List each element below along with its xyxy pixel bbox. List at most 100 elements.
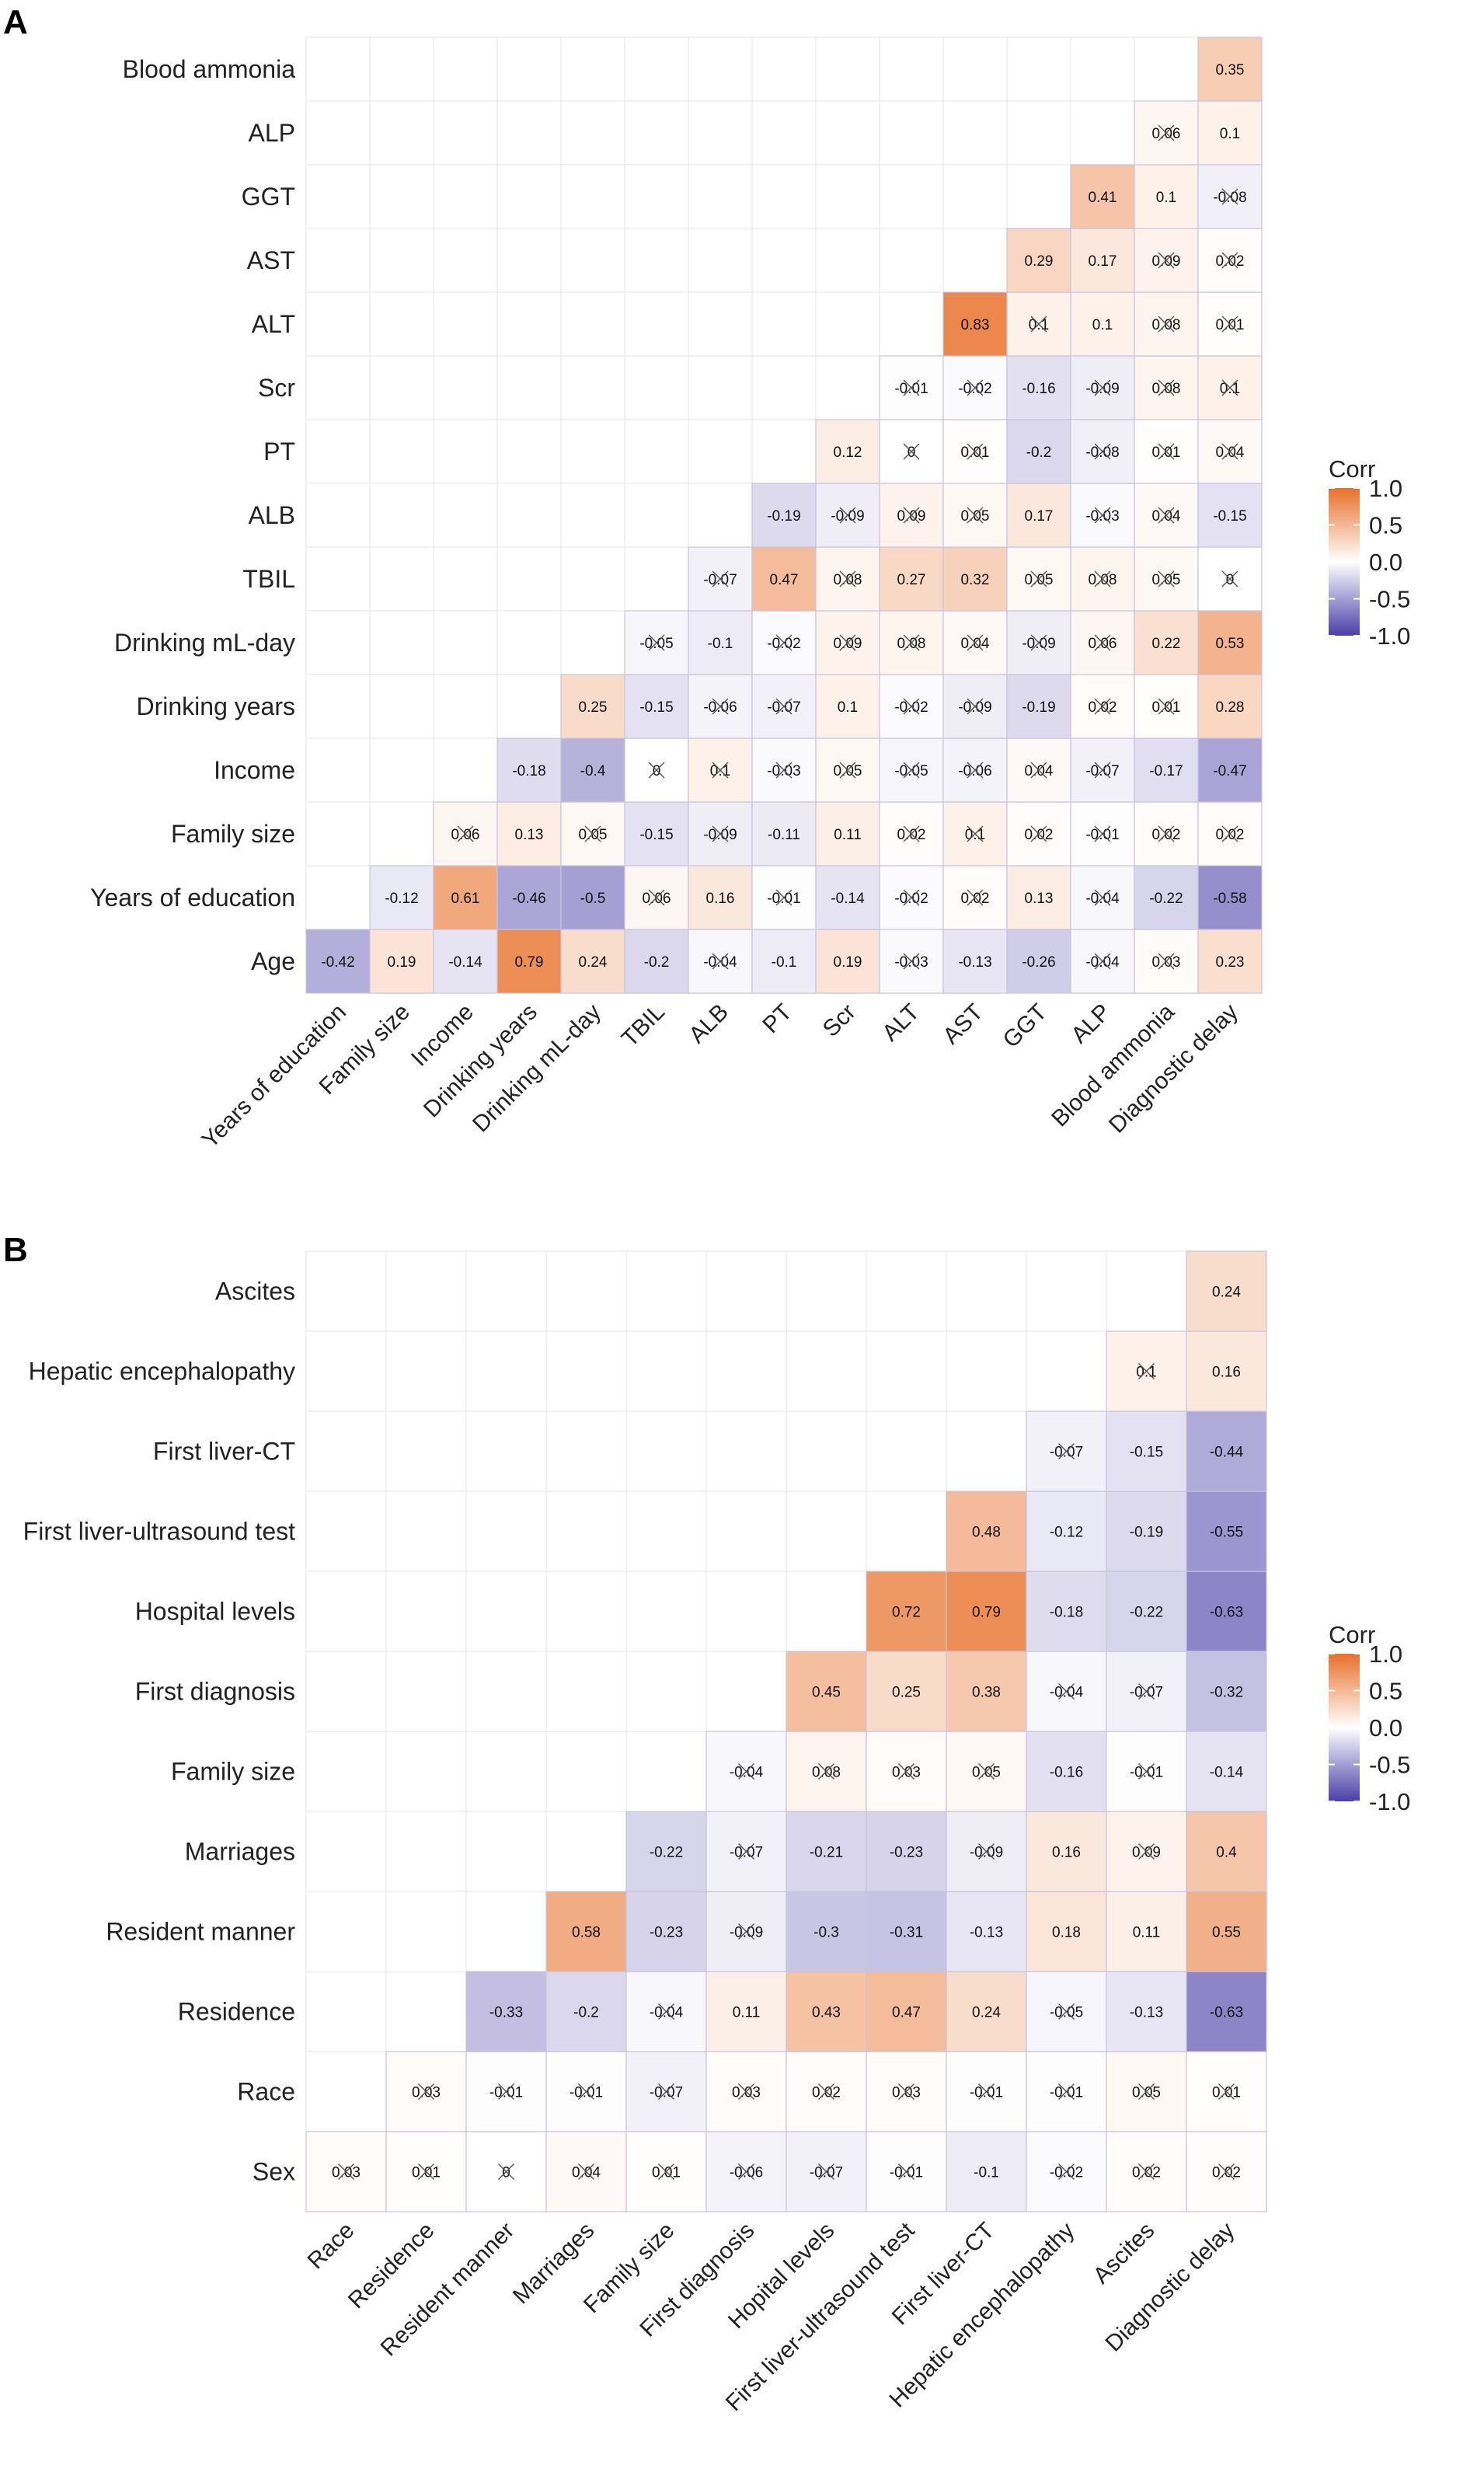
row-label-sex: Sex bbox=[253, 2158, 295, 2186]
nonsignificant-cross-stroke bbox=[818, 1763, 834, 1780]
heatmap-cell: -0.26 bbox=[1006, 929, 1071, 994]
nonsignificant-cross-stroke bbox=[1221, 316, 1238, 333]
cell-value-label: -0.16 bbox=[1022, 381, 1055, 397]
cell-value-label: -0.01 bbox=[890, 2165, 923, 2181]
heatmap-cell: 0.24 bbox=[1186, 1250, 1267, 1332]
cell-value-label: -0.46 bbox=[512, 891, 545, 907]
heatmap-cell: 0.05 bbox=[1006, 546, 1071, 612]
x-label-alp: ALP bbox=[1067, 999, 1116, 1048]
cell-value-label: 0.08 bbox=[1152, 381, 1181, 397]
cell-value-label: -0.19 bbox=[767, 508, 800, 525]
cell-value-label: -0.19 bbox=[1022, 699, 1055, 716]
cell-fill bbox=[942, 291, 1008, 357]
cell-fill bbox=[1106, 1491, 1187, 1572]
cell-value-label: 0 bbox=[907, 445, 916, 461]
heatmap-cell: -0.01 bbox=[465, 2051, 547, 2132]
heatmap-cell: -0.04 bbox=[1070, 929, 1135, 994]
nonsignificant-cross-stroke bbox=[738, 1843, 754, 1860]
cell-fill bbox=[305, 929, 371, 994]
nonsignificant-cross-stroke bbox=[1158, 252, 1175, 269]
heatmap-cell: -0.09 bbox=[942, 674, 1008, 739]
cell-value-label: 0.08 bbox=[1152, 317, 1181, 333]
cell-fill bbox=[1186, 1250, 1267, 1332]
nonsignificant-cross-stroke bbox=[1158, 124, 1175, 141]
cell-value-label: 0.16 bbox=[1212, 1365, 1241, 1381]
cell-value-label: -0.01 bbox=[767, 891, 800, 907]
nonsignificant-cross-stroke bbox=[1138, 2083, 1155, 2100]
cell-value-label: -0.08 bbox=[1213, 190, 1246, 206]
cell-value-label: -0.15 bbox=[1130, 1445, 1163, 1461]
nonsignificant-cross-stroke bbox=[839, 570, 856, 588]
heatmap-cell: -0.1 bbox=[688, 610, 753, 675]
cell-value-label: 0.61 bbox=[451, 891, 480, 907]
nonsignificant-cross-stroke bbox=[967, 762, 984, 779]
heatmap-cell: -0.15 bbox=[1197, 483, 1263, 548]
cell-value-label: 0.05 bbox=[1025, 572, 1054, 588]
heatmap-cell: 0.02 bbox=[879, 801, 944, 866]
row-label-first-liver-ct: First liver-CT bbox=[153, 1438, 295, 1466]
cell-value-label: 0.03 bbox=[892, 2085, 921, 2101]
nonsignificant-cross-stroke bbox=[418, 2083, 434, 2100]
nonsignificant-cross-stroke bbox=[1030, 825, 1047, 842]
cell-value-label: -0.14 bbox=[448, 954, 482, 971]
cell-value-label: -0.32 bbox=[1210, 1685, 1243, 1701]
row-label-ast: AST bbox=[247, 246, 295, 274]
panel-b: B 0.03 0.01 0 0.04 0.01 -0.06 -0.07 -0.01 -0.1 -0… bbox=[0, 1228, 1484, 2482]
nonsignificant-cross-stroke bbox=[1094, 570, 1111, 588]
cell-value-label: -0.22 bbox=[650, 1845, 683, 1861]
cell-value-label: 0.1 bbox=[1156, 190, 1176, 206]
heatmap-cell: -0.01 bbox=[866, 2131, 947, 2212]
row-label-income: Income bbox=[214, 756, 295, 784]
x-label-ggt: GGT bbox=[998, 999, 1052, 1053]
cell-value-label: 0.09 bbox=[834, 636, 862, 652]
cell-value-label: 0.06 bbox=[451, 827, 480, 843]
nonsignificant-cross-stroke bbox=[498, 2083, 514, 2100]
cell-fill bbox=[815, 801, 880, 866]
heatmap-cell: -0.07 bbox=[688, 546, 753, 612]
heatmap-cell: 0.08 bbox=[879, 610, 944, 675]
heatmap-cell: -0.22 bbox=[625, 1811, 707, 1892]
cell-value-label: -0.06 bbox=[958, 763, 991, 779]
nonsignificant-cross-stroke bbox=[1094, 634, 1111, 651]
x-label-ast: AST bbox=[938, 999, 988, 1050]
heatmap-cell: -0.02 bbox=[879, 865, 944, 930]
heatmap-cell: 0.06 bbox=[624, 865, 689, 930]
cell-value-label: -0.05 bbox=[1050, 2005, 1083, 2021]
heatmap-cell: -0.31 bbox=[866, 1891, 947, 1972]
cell-fill bbox=[496, 865, 562, 930]
heatmap-cell: -0.06 bbox=[688, 674, 753, 739]
heatmap-cell: -0.07 bbox=[1026, 1410, 1107, 1492]
cell-fill bbox=[879, 546, 944, 612]
heatmap-cell: -0.08 bbox=[1197, 164, 1263, 229]
heatmap-cell: 0 bbox=[1197, 546, 1263, 612]
cell-value-label: 0.58 bbox=[572, 1925, 601, 1941]
heatmap-cell: -0.04 bbox=[625, 1971, 707, 2052]
heatmap-cell: -0.05 bbox=[624, 610, 689, 675]
row-label-family-size: Family size bbox=[171, 1758, 295, 1786]
cell-fill bbox=[815, 865, 880, 930]
heatmap-cell: -0.55 bbox=[1186, 1491, 1267, 1572]
cell-value-label: 0.79 bbox=[972, 1605, 1001, 1621]
cell-value-label: -0.21 bbox=[810, 1845, 843, 1861]
cell-value-label: -0.08 bbox=[1085, 445, 1119, 461]
cell-fill bbox=[786, 1651, 867, 1732]
heatmap-cell: -0.15 bbox=[624, 674, 689, 739]
heatmap-cell: -0.02 bbox=[879, 674, 944, 739]
cell-value-label: 0.01 bbox=[961, 445, 990, 461]
cell-value-label: -0.09 bbox=[970, 1845, 1003, 1861]
heatmap-cell: 0.01 bbox=[1134, 419, 1199, 484]
cell-value-label: 0.25 bbox=[892, 1685, 921, 1701]
cell-fill bbox=[1186, 1410, 1267, 1492]
cell-fill bbox=[1134, 164, 1199, 229]
nonsignificant-cross-stroke bbox=[839, 634, 856, 651]
heatmap-cell: -0.01 bbox=[1026, 2051, 1107, 2132]
cell-fill bbox=[786, 1891, 867, 1972]
nonsignificant-cross-stroke bbox=[967, 507, 984, 524]
heatmap-cell: 0.1 bbox=[815, 674, 880, 739]
cell-value-label: 0.03 bbox=[1152, 954, 1181, 971]
cell-value-label: 0.06 bbox=[1089, 636, 1117, 652]
cell-value-label: 0.06 bbox=[1152, 126, 1181, 142]
cell-value-label: 0.32 bbox=[961, 572, 990, 588]
nonsignificant-cross-stroke bbox=[738, 1763, 754, 1780]
